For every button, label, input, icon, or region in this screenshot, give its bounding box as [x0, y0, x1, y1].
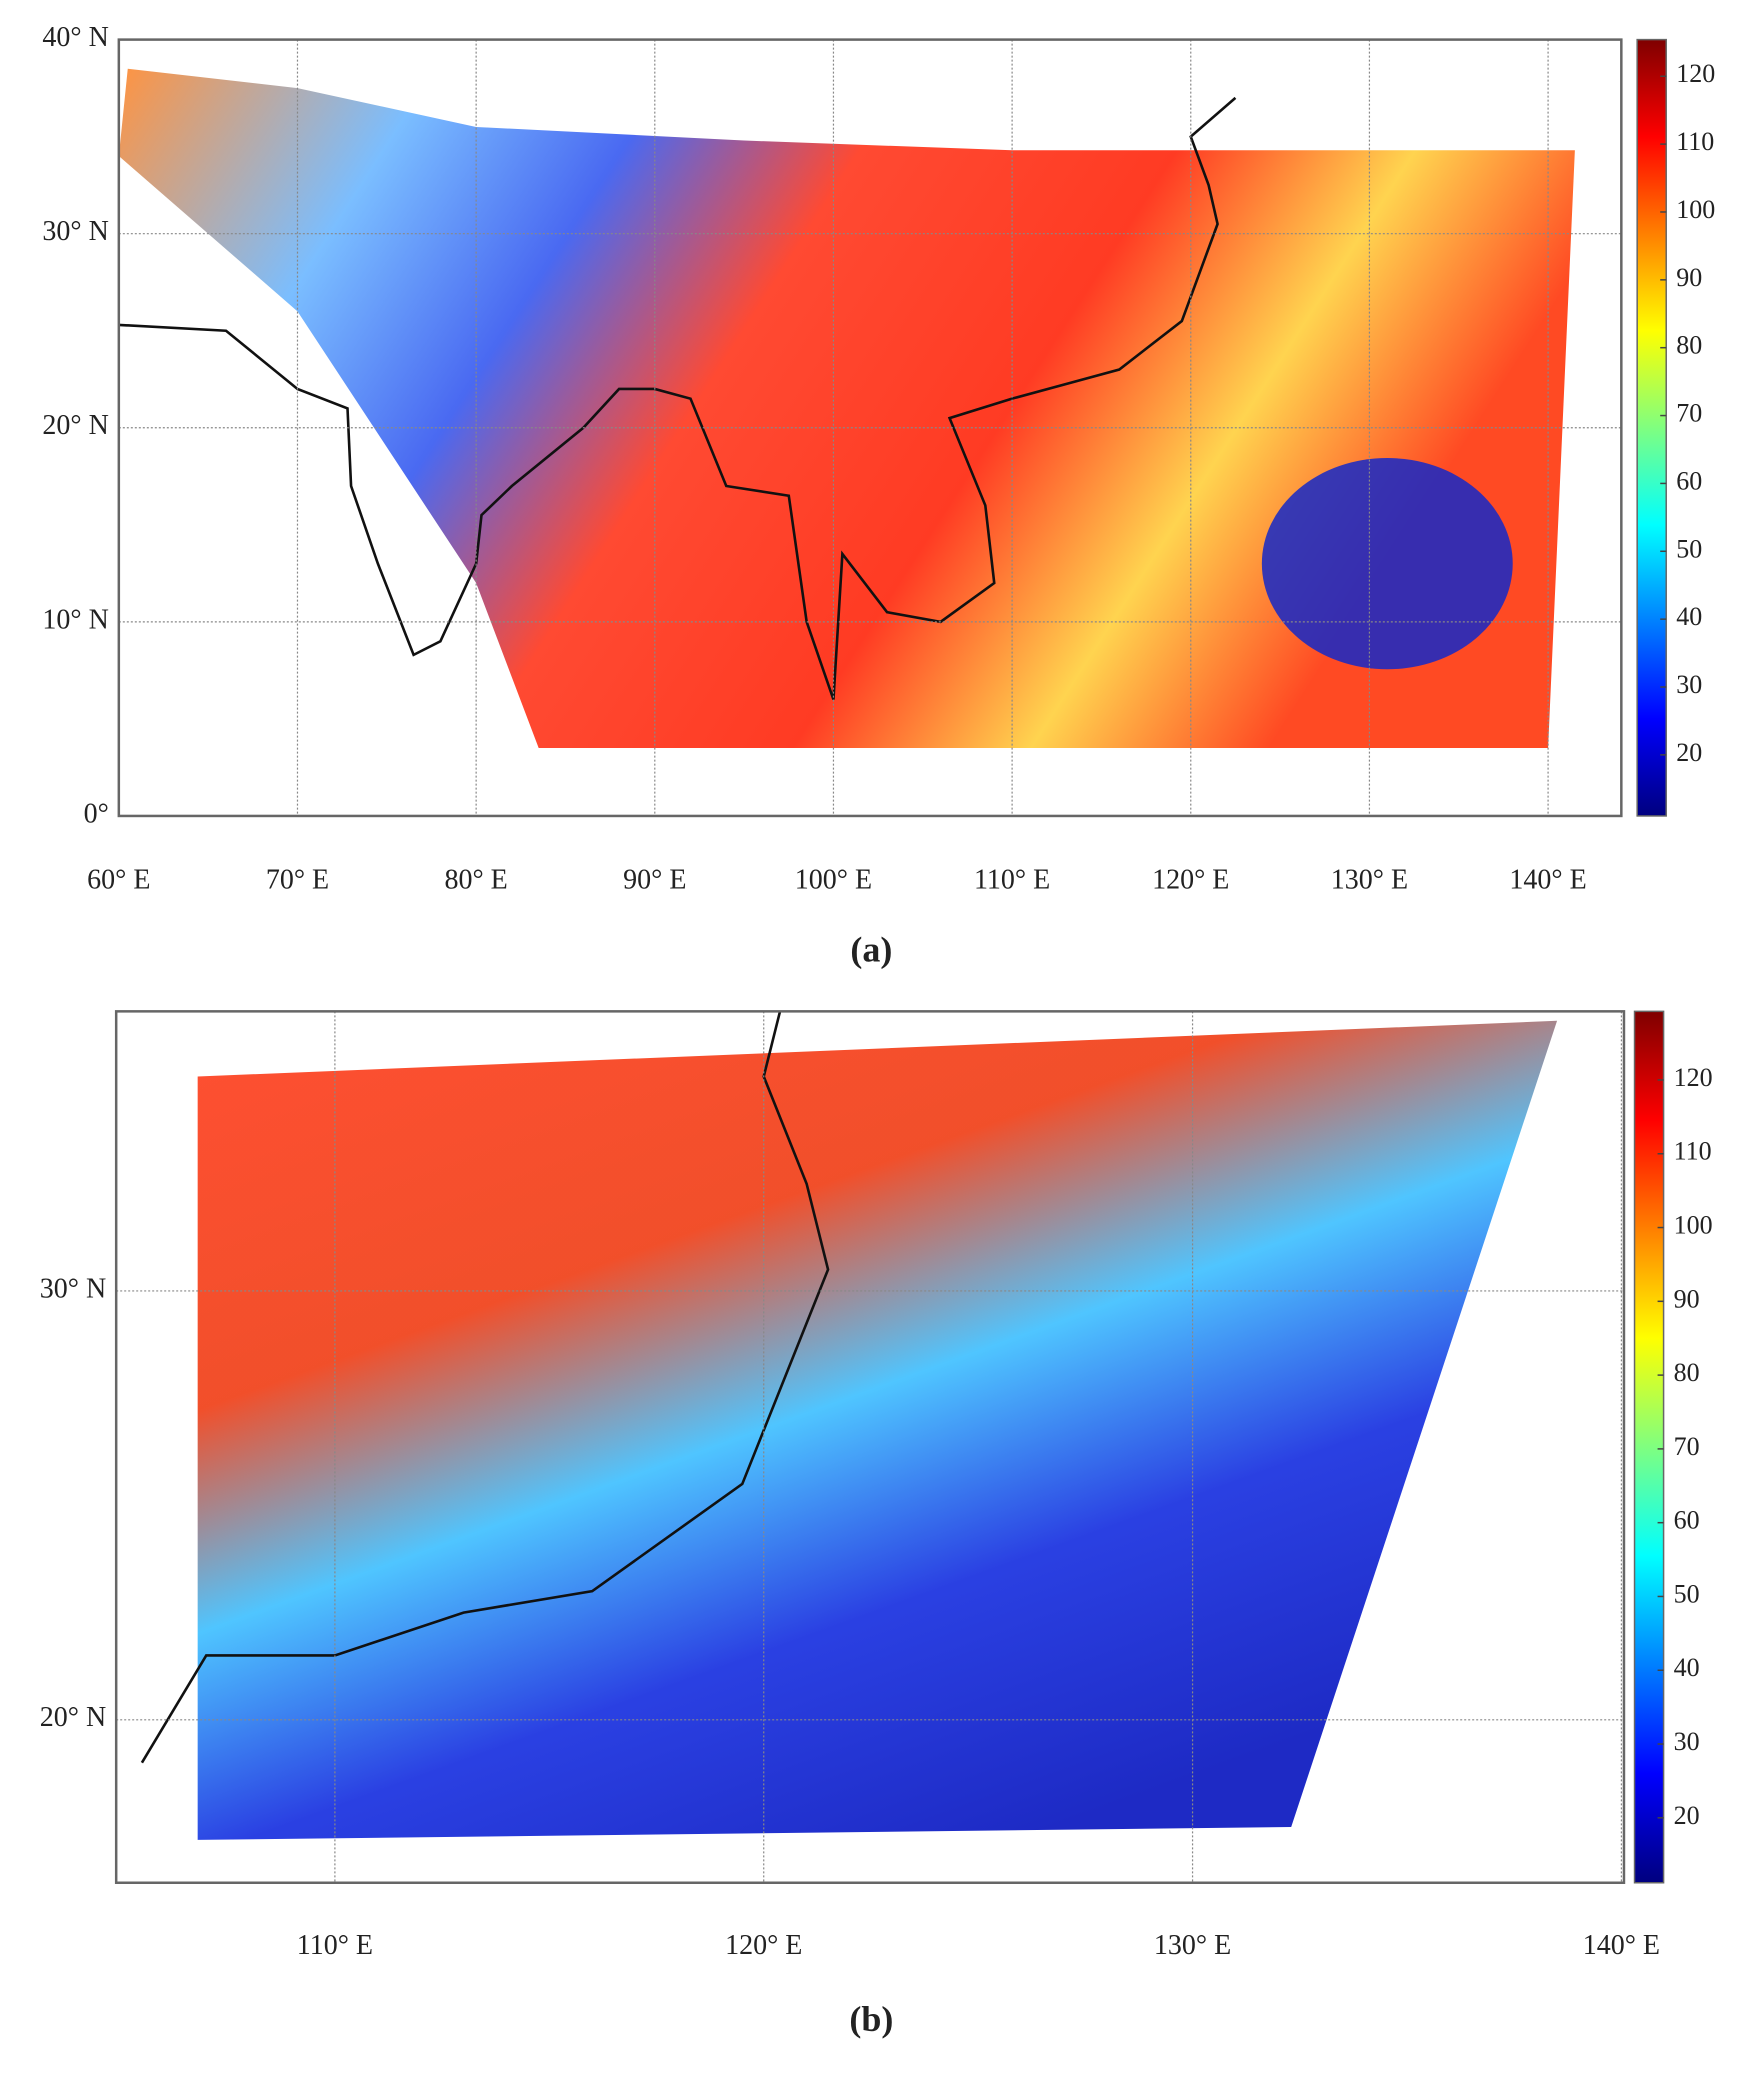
- x-tick-label: 110° E: [974, 864, 1050, 895]
- colorbar-label: 70: [1674, 1432, 1700, 1461]
- x-tick-label: 120° E: [725, 1930, 802, 1961]
- x-tick-label: 130° E: [1154, 1930, 1231, 1961]
- x-tick-label: 70° E: [266, 864, 329, 895]
- y-tick-label: 30° N: [40, 1273, 106, 1304]
- coastline: [118, 96, 1237, 700]
- colorbar-label: 120: [1676, 59, 1715, 88]
- colorbar-label: 50: [1674, 1579, 1700, 1608]
- x-tick-label: 110° E: [297, 1930, 373, 1961]
- y-tick-label: 20° N: [42, 410, 108, 441]
- colorbar: [1636, 38, 1667, 817]
- colorbar-label: 80: [1676, 331, 1702, 360]
- x-tick-label: 90° E: [623, 864, 686, 895]
- panel-label: (b): [849, 1999, 893, 2039]
- colorbar-label: 100: [1674, 1211, 1713, 1240]
- colorbar-label: 40: [1674, 1653, 1700, 1682]
- map-layer: 60° E 70° E 80° E 90° E 100° E 110° E 120° E 13…: [40, 22, 1715, 2039]
- x-tick-label: 60° E: [87, 864, 150, 895]
- data-swath: [197, 1020, 1558, 1840]
- typhoon: [1261, 458, 1513, 670]
- x-tick-label: 140° E: [1583, 1930, 1660, 1961]
- colorbar-label: 110: [1676, 127, 1714, 156]
- axes-box: [117, 38, 1623, 818]
- colorbar-label: 100: [1676, 195, 1715, 224]
- panel-label: (a): [850, 930, 892, 970]
- colorbar-label: 20: [1674, 1801, 1700, 1830]
- colorbar-label: 120: [1674, 1063, 1713, 1092]
- colorbar-label: 40: [1676, 602, 1702, 631]
- colorbar-label: 30: [1676, 670, 1702, 699]
- x-tick-label: 130° E: [1331, 864, 1408, 895]
- colorbar-label: 20: [1676, 738, 1702, 767]
- coastline: [140, 1011, 830, 1764]
- x-tick-label: 120° E: [1152, 864, 1229, 895]
- x-tick-label: 80° E: [444, 864, 507, 895]
- colorbar-label: 60: [1674, 1506, 1700, 1535]
- axes-box: [114, 1010, 1626, 1884]
- colorbar-label: 90: [1676, 263, 1702, 292]
- y-tick-label: 20° N: [40, 1702, 106, 1733]
- colorbar-label: 110: [1674, 1137, 1712, 1166]
- colorbar-label: 60: [1676, 466, 1702, 495]
- colorbar-label: 80: [1674, 1358, 1700, 1387]
- y-tick-label: 10° N: [42, 604, 108, 635]
- colorbar-label: 70: [1676, 399, 1702, 428]
- y-tick-label: 0°: [84, 798, 109, 829]
- y-tick-label: 40° N: [42, 22, 108, 53]
- x-tick-label: 140° E: [1509, 864, 1586, 895]
- map-area: [140, 1011, 1558, 1840]
- colorbar-label: 30: [1674, 1727, 1700, 1756]
- colorbar-label: 90: [1674, 1284, 1700, 1313]
- x-tick-label: 100° E: [795, 864, 872, 895]
- y-tick-label: 30° N: [42, 216, 108, 247]
- colorbar: [1633, 1010, 1665, 1884]
- map-area: [118, 68, 1575, 749]
- colorbar-label: 50: [1676, 534, 1702, 563]
